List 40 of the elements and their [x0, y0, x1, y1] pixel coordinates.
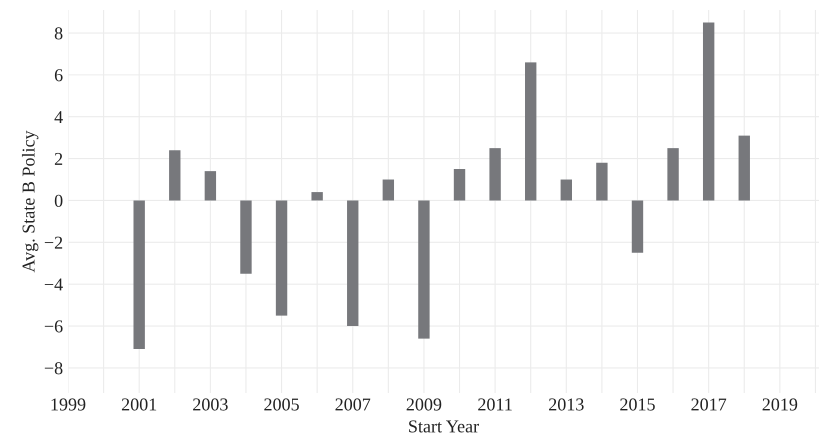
y-tick-label: −4 [44, 278, 63, 290]
bar [596, 162, 608, 200]
bar [454, 169, 466, 200]
bar [702, 22, 714, 200]
x-tick-label: 2009 [406, 398, 442, 411]
y-tick-label: 4 [54, 111, 63, 123]
bar [133, 200, 145, 350]
bar [169, 150, 180, 200]
bar [204, 171, 216, 200]
x-tick-label: 2013 [549, 398, 584, 411]
x-tick-label: 2011 [478, 398, 512, 411]
bar [738, 136, 750, 200]
bar [347, 200, 358, 326]
bar [240, 200, 252, 274]
x-tick-label: 1999 [52, 398, 86, 411]
x-tick-label: 2005 [264, 398, 299, 411]
y-tick-label: −6 [44, 320, 63, 332]
bar [382, 180, 394, 200]
y-axis-title: Avg. State B Policy [22, 130, 38, 272]
bar [560, 180, 572, 200]
bar [418, 200, 430, 339]
y-tick-label: −8 [44, 362, 62, 374]
bar [632, 200, 644, 253]
x-tick-label: 2019 [762, 398, 798, 411]
y-tick-label: 8 [54, 27, 62, 40]
y-tick-label: 0 [54, 194, 62, 207]
x-tick-label: 2017 [691, 398, 726, 411]
x-tick-label: 2015 [620, 398, 655, 411]
x-axis-title: Start Year [409, 420, 479, 432]
bar [311, 192, 323, 200]
bar [489, 148, 501, 200]
y-tick-label: 2 [54, 152, 62, 165]
y-tick-label: 6 [54, 69, 63, 82]
y-tick-label: −2 [44, 236, 62, 249]
x-tick-label: 2003 [193, 398, 228, 411]
bar [525, 62, 536, 200]
x-tick-label: 2001 [122, 398, 156, 411]
x-tick-label: 2007 [335, 398, 370, 411]
bar [276, 200, 288, 316]
bar [667, 148, 679, 200]
